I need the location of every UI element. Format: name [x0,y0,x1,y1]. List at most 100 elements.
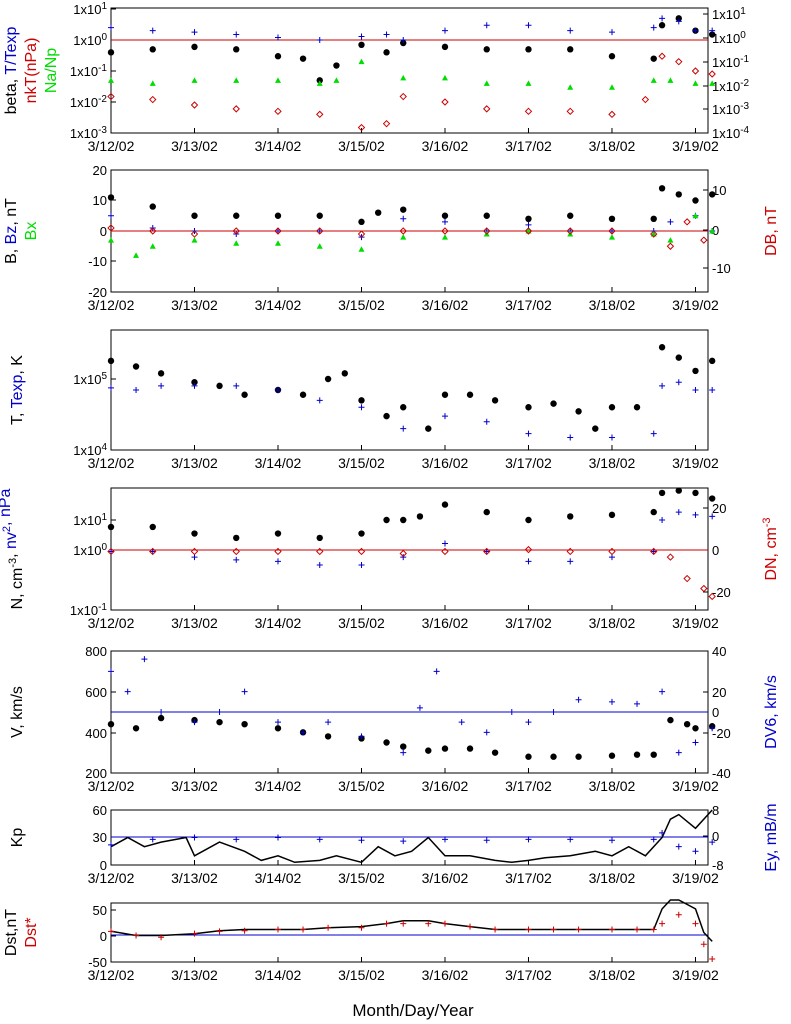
x-tick-label: 3/14/02 [255,615,302,631]
data-point [566,547,574,556]
y2-tick-label: 40 [712,644,726,659]
data-point [675,15,682,22]
data-point [274,386,281,393]
panel-p7: -50 0 50 3/12/02 3/13/02 3/14/02 3/15/02 3/16/0… [3,899,719,983]
data-point [708,592,716,601]
data-point [675,354,682,361]
data-point [233,77,240,83]
y-axis-title-2: Dst* [23,917,40,947]
data-point [483,80,490,86]
y-tick-label: -20 [88,285,107,300]
data-point [608,110,616,119]
data-point [659,829,666,836]
data-point [608,926,615,933]
data-point [550,709,557,715]
data-point [692,920,699,927]
x-tick-label: 3/15/02 [338,297,385,313]
data-point [667,77,674,83]
data-point [324,375,332,383]
data-point [191,382,198,389]
y-axis-title: Dst,nT [3,909,20,956]
data-point [675,509,682,516]
data-point [191,212,198,219]
data-point [441,745,449,752]
data-point [525,404,532,411]
panel-p4: 1x10-1 1x100 1x101 -20 0 20 3/12/02 3/13/02 3/14… [0,487,780,631]
data-point [634,700,641,707]
x-tick-label: 3/16/02 [422,138,469,154]
data-point [658,52,666,60]
data-point [149,243,156,249]
data-point [650,548,657,555]
data-point [107,49,115,56]
data-point [566,107,574,116]
x-tick-label: 3/13/02 [171,778,218,794]
x-tick-label: 3/19/02 [672,778,719,794]
data-point [149,95,157,104]
x-tick-label: 3/17/02 [505,778,552,794]
data-point [107,523,115,531]
x-tick-label: 3/16/02 [422,297,469,313]
data-point [274,77,281,83]
x-tick-label: 3/17/02 [505,297,552,313]
data-point [608,227,616,235]
data-point [692,725,699,732]
data-point [107,194,115,201]
data-point [233,836,240,843]
series-circle-black [107,185,716,226]
y2-tick-label: 10 [712,183,726,198]
data-point [399,549,407,558]
y-tick-label: 1x100 [73,542,107,558]
data-point [441,547,449,556]
series-plus-blue [108,656,716,756]
x-tick-label: 3/17/02 [505,967,552,983]
data-point [524,227,533,235]
y2-tick-label: 0 [712,705,719,720]
data-point [650,430,657,437]
data-point [382,119,391,128]
data-point [191,530,198,537]
series-line-black [110,809,713,864]
y-tick-label: 10 [93,193,107,208]
x-tick-label: 3/13/02 [171,297,218,313]
data-point [567,434,574,441]
x-tick-label: 3/15/02 [338,615,385,631]
data-point [158,709,165,715]
data-point [709,228,716,234]
data-point [675,379,682,386]
data-point [608,53,616,60]
plot-frame [110,329,709,451]
data-point [466,745,474,752]
data-point [641,95,650,104]
data-point [274,530,282,537]
data-point [525,719,532,726]
data-point [650,547,658,556]
data-point [274,547,282,556]
data-point [608,547,616,556]
data-point [667,218,674,225]
x-tick-label: 3/12/02 [88,615,135,631]
x-tick-label: 3/19/02 [672,138,719,154]
y2-axis-title: Ey, mB/m [763,803,780,871]
x-tick-label: 3/12/02 [88,870,135,886]
data-point [491,397,499,404]
data-point [191,237,198,243]
panel-p3: 1x104 1x105 3/12/02 3/13/02 3/14/02 3/15/02 3/… [9,329,719,471]
data-point [233,31,240,38]
data-point [274,212,282,219]
y-tick-label: 400 [85,726,107,741]
data-point [149,836,156,843]
y-tick-label: 1x104 [73,442,107,458]
data-point [709,80,716,86]
data-point [358,530,365,537]
y2-tick-label: -20 [712,726,731,741]
data-point [608,837,615,844]
x-tick-label: 3/12/02 [88,138,135,154]
data-point [441,227,449,235]
data-point [299,391,307,398]
data-point [659,688,666,695]
data-point [341,370,348,377]
data-point [316,80,323,86]
series-diamond-red [107,218,708,250]
data-point [675,843,682,850]
